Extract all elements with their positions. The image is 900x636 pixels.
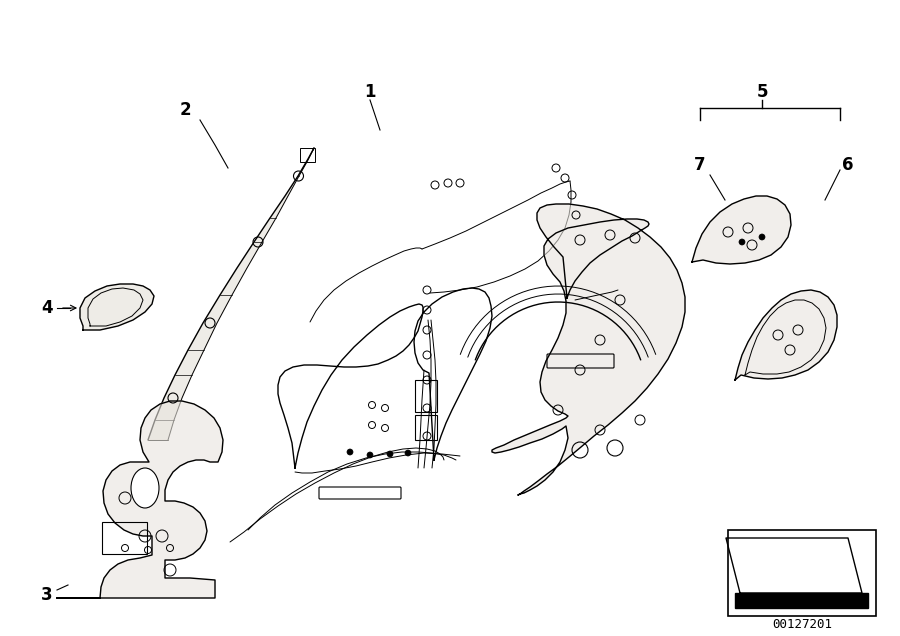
- Polygon shape: [414, 288, 492, 460]
- Circle shape: [405, 450, 411, 456]
- Polygon shape: [148, 148, 314, 440]
- Circle shape: [759, 234, 765, 240]
- Text: 2: 2: [179, 101, 191, 119]
- Polygon shape: [57, 401, 223, 598]
- Circle shape: [347, 449, 353, 455]
- Circle shape: [739, 239, 745, 245]
- Text: 1: 1: [364, 83, 376, 101]
- FancyBboxPatch shape: [728, 530, 876, 616]
- Polygon shape: [692, 196, 791, 264]
- Circle shape: [387, 451, 393, 457]
- Polygon shape: [278, 304, 423, 468]
- Text: 6: 6: [842, 156, 854, 174]
- Polygon shape: [735, 290, 837, 380]
- Text: 3: 3: [41, 586, 53, 604]
- Polygon shape: [735, 593, 868, 608]
- Polygon shape: [492, 204, 685, 495]
- Text: 00127201: 00127201: [772, 618, 832, 632]
- Ellipse shape: [131, 468, 159, 508]
- Circle shape: [367, 452, 373, 458]
- Polygon shape: [80, 284, 154, 330]
- Text: 7: 7: [694, 156, 706, 174]
- Text: 4: 4: [41, 299, 53, 317]
- Text: 5: 5: [756, 83, 768, 101]
